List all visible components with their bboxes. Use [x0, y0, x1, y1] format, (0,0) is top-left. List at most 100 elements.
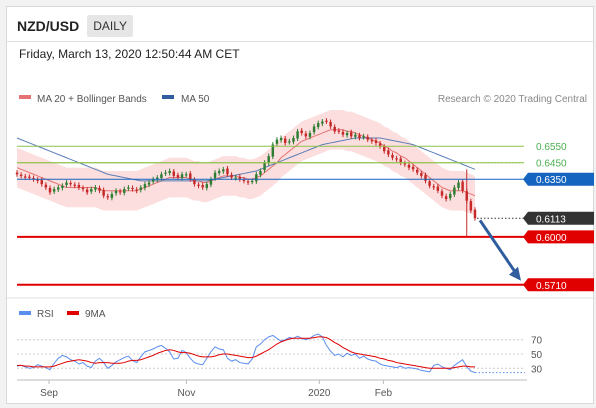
candle [127, 184, 130, 191]
candle-body [230, 174, 233, 178]
candle-body [370, 140, 374, 142]
ma20-legend-label: MA 20 + Bollinger Bands [37, 94, 147, 105]
candle-body [52, 189, 56, 192]
candle [222, 166, 225, 174]
candle [65, 180, 68, 188]
candle-body [69, 183, 72, 185]
candle-body [267, 156, 270, 164]
rsi-tick-50: 50 [531, 350, 543, 361]
candle-body [246, 181, 250, 183]
candle-body [461, 181, 464, 191]
candle [168, 168, 171, 176]
candle [102, 187, 105, 199]
candle [337, 128, 341, 134]
candle [15, 170, 19, 177]
candle [201, 182, 204, 190]
candle-body [48, 187, 52, 193]
candle [362, 133, 365, 140]
candle-body [399, 158, 402, 163]
candle [151, 176, 155, 185]
level-badge-0.6000: 0.6000 [523, 230, 594, 244]
candle [304, 131, 308, 139]
candle-body [242, 179, 246, 181]
candle-body [366, 136, 369, 140]
candle-body [143, 184, 147, 188]
candle [209, 176, 213, 188]
candle-body [209, 179, 213, 185]
x-tick-label-Nov: Nov [178, 388, 196, 399]
x-tick-label-Feb: Feb [375, 388, 393, 399]
x-tick-label-Sep: Sep [40, 388, 58, 399]
rsi-ma-legend-swatch [67, 311, 79, 315]
candle-body [329, 121, 332, 127]
candle [453, 184, 456, 198]
projection-arrow-shaft [478, 219, 519, 276]
candle [424, 172, 427, 184]
candle [416, 167, 419, 176]
candle [432, 183, 435, 190]
candle-body [201, 184, 204, 188]
candle [366, 134, 369, 143]
candle [217, 168, 221, 176]
candle [279, 135, 283, 143]
candle-body [147, 182, 151, 185]
candle [81, 185, 85, 192]
candle [457, 180, 460, 191]
level-label-0.6550: 0.6550 [536, 142, 567, 153]
candle [131, 185, 134, 192]
candle-body [19, 174, 23, 176]
candle-body [473, 209, 477, 219]
candle [156, 175, 159, 183]
candle [325, 118, 328, 124]
candle [420, 170, 423, 179]
candle [449, 191, 452, 201]
candle-body [81, 187, 85, 190]
level-label-0.6450: 0.6450 [536, 159, 567, 170]
level-badge-bg [523, 278, 594, 292]
candle-body [139, 187, 143, 190]
candle-body [234, 177, 237, 179]
candle [90, 186, 93, 195]
candle [246, 178, 250, 185]
candle [387, 147, 390, 157]
candle [308, 130, 312, 140]
candle-body [44, 184, 48, 188]
candle-body [184, 174, 188, 176]
level-badge-bg [523, 172, 594, 186]
candle [184, 171, 188, 178]
candle-body [283, 138, 287, 143]
candle [395, 155, 398, 162]
timeframe-badge[interactable]: DAILY [87, 15, 134, 37]
candle-body [349, 132, 353, 137]
candle-body [217, 170, 221, 174]
candle [296, 128, 299, 141]
candle-body [271, 144, 275, 157]
candle-body [428, 181, 431, 186]
candle-body [337, 130, 341, 132]
candle-body [32, 178, 35, 180]
candle-body [416, 169, 419, 173]
candle [189, 170, 192, 182]
candle-body [36, 179, 39, 181]
candle-body [378, 143, 382, 147]
candle-body [279, 137, 283, 141]
candle-body [85, 189, 89, 193]
candle [143, 181, 147, 191]
candle-body [226, 168, 229, 175]
candle-body [296, 131, 299, 139]
candle [275, 137, 279, 147]
candle-body [354, 134, 357, 137]
candle [354, 132, 357, 140]
copyright-label: Research © 2020 Trading Central [438, 94, 587, 105]
candle [288, 138, 291, 145]
ma50-legend-label: MA 50 [181, 94, 210, 105]
candle [411, 164, 415, 172]
candle [205, 181, 209, 191]
candle [461, 179, 464, 194]
candle-body [259, 170, 262, 175]
candle-body [168, 170, 171, 174]
candle [267, 153, 270, 166]
candle [73, 182, 76, 189]
candle [473, 207, 477, 221]
candle [428, 178, 431, 189]
